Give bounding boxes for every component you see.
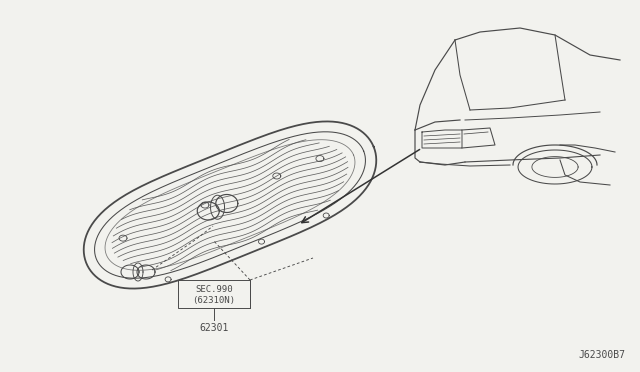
Bar — [178, 280, 250, 308]
Text: J62300B7: J62300B7 — [578, 350, 625, 360]
Text: SEC.990: SEC.990 — [195, 285, 233, 294]
Text: (62310N): (62310N) — [193, 295, 236, 305]
Text: 62301: 62301 — [199, 323, 228, 333]
